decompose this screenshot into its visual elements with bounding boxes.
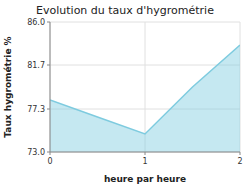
y-axis-line xyxy=(50,22,51,152)
y-tick-label: 73.0 xyxy=(27,148,45,157)
x-axis-label: heure par heure xyxy=(104,174,186,184)
y-tick xyxy=(47,65,50,66)
x-grid-line xyxy=(145,22,146,152)
axes: 73.0 77.3 81.7 86.0 0 1 2 xyxy=(27,18,242,167)
chart-container: 73.0 77.3 81.7 86.0 0 1 2 heure par heure Taux h… xyxy=(0,0,250,188)
x-tick-label: 2 xyxy=(237,157,242,166)
y-tick-label: 77.3 xyxy=(27,105,45,114)
x-grid-line xyxy=(50,22,51,152)
chart-svg: 73.0 77.3 81.7 86.0 0 1 2 heure par heure Taux h… xyxy=(0,0,250,188)
x-tick xyxy=(145,152,146,155)
x-tick xyxy=(50,152,51,155)
area-fill xyxy=(50,45,240,152)
line xyxy=(50,45,240,134)
x-tick-label: 0 xyxy=(47,157,52,166)
y-tick-label: 81.7 xyxy=(27,61,45,70)
title: Evolution du taux d'hygrométrie xyxy=(36,4,214,17)
y-axis-label: Taux hygrométrie % xyxy=(3,36,13,137)
grid xyxy=(50,22,240,152)
y-tick xyxy=(47,22,50,23)
plot-area xyxy=(50,45,240,152)
x-tick xyxy=(240,152,241,155)
y-tick-label: 86.0 xyxy=(27,18,45,27)
y-tick xyxy=(47,109,50,110)
x-tick-label: 1 xyxy=(142,157,147,166)
